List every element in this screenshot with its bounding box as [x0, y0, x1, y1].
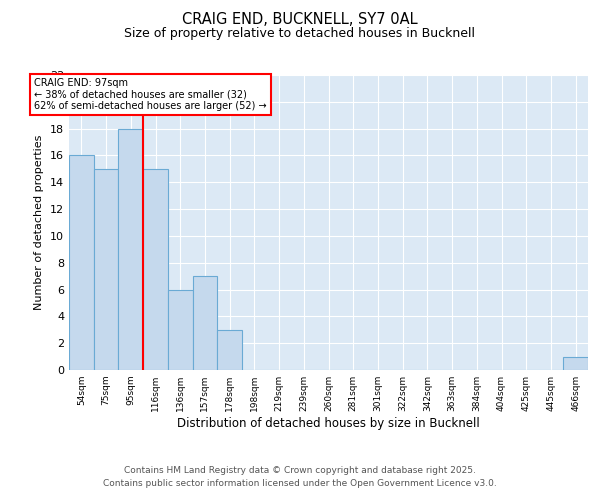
- Bar: [118, 128, 143, 370]
- Text: Size of property relative to detached houses in Bucknell: Size of property relative to detached ho…: [125, 28, 476, 40]
- Text: Contains HM Land Registry data © Crown copyright and database right 2025.
Contai: Contains HM Land Registry data © Crown c…: [103, 466, 497, 487]
- Bar: [193, 276, 217, 370]
- Y-axis label: Number of detached properties: Number of detached properties: [34, 135, 44, 310]
- Bar: [217, 330, 242, 370]
- Text: CRAIG END: 97sqm
← 38% of detached houses are smaller (32)
62% of semi-detached : CRAIG END: 97sqm ← 38% of detached house…: [34, 78, 267, 111]
- Text: CRAIG END, BUCKNELL, SY7 0AL: CRAIG END, BUCKNELL, SY7 0AL: [182, 12, 418, 28]
- X-axis label: Distribution of detached houses by size in Bucknell: Distribution of detached houses by size …: [177, 417, 480, 430]
- Bar: [563, 356, 588, 370]
- Bar: [168, 290, 193, 370]
- Bar: [94, 169, 118, 370]
- Bar: [143, 169, 168, 370]
- Bar: [69, 156, 94, 370]
